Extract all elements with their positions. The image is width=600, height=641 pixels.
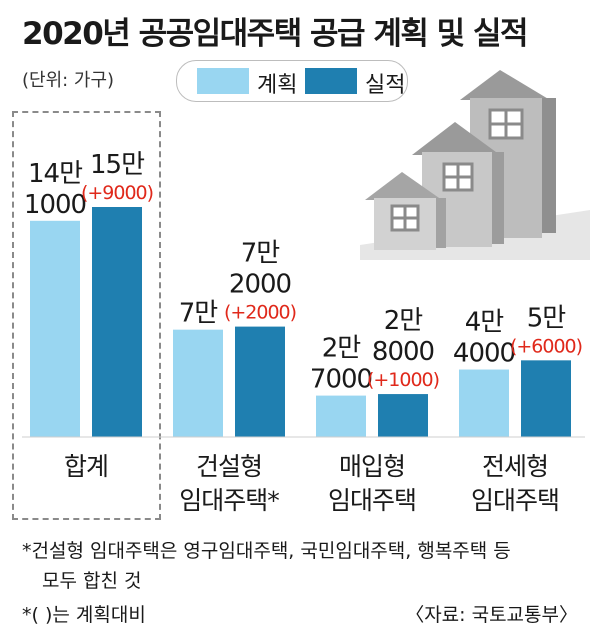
category-label-3-1: 임대주택 [471, 486, 559, 515]
house-front-roof [365, 172, 442, 200]
delta-label-1: (+2000) [224, 302, 296, 324]
bar-plan-2 [316, 395, 366, 437]
legend: 계획 실적 [176, 60, 408, 102]
house-tall-side [542, 98, 556, 233]
bar-actual-2 [378, 394, 428, 437]
plan-label-1-0: 7만 [179, 299, 218, 329]
plan-label-0-0: 14만 [28, 159, 82, 189]
legend-label-plan: 계획 [257, 73, 298, 98]
actual-label-1-0: 7만 [241, 239, 280, 269]
chart-title: 2020년 공공임대주택 공급 계획 및 실적 [22, 16, 529, 52]
house-mid-side [492, 152, 504, 244]
delta-label-3: (+6000) [510, 335, 582, 357]
source-label: 〈자료: 국토교통부〉 [405, 604, 578, 626]
bar-plan-1 [173, 329, 223, 437]
legend-label-actual: 실적 [365, 73, 406, 98]
category-label-1-1: 임대주택* [179, 486, 279, 515]
legend-swatch-plan [197, 68, 249, 94]
category-label-2-0: 매입형 [339, 452, 405, 481]
house-front-side [436, 198, 446, 248]
bar-plan-0 [30, 220, 80, 437]
plan-label-2-1: 7000 [310, 365, 372, 395]
actual-label-2-1: 8000 [372, 337, 434, 367]
houses-illustration [360, 70, 590, 260]
actual-label-1-1: 2000 [229, 270, 291, 300]
unit-label: (단위: 가구) [22, 70, 115, 91]
delta-label-2: (+1000) [367, 369, 439, 391]
bar-plan-3 [459, 369, 509, 437]
plan-label-3-0: 4만 [465, 308, 504, 338]
house-tall-roof [460, 70, 550, 100]
house-mid-roof [412, 122, 500, 155]
category-label-1-0: 건설형 [196, 452, 262, 481]
plan-label-3-1: 4000 [453, 339, 515, 369]
footnote-delta: *( )는 계획대비 [22, 604, 146, 626]
bar-actual-0 [92, 207, 142, 437]
category-label-0-0: 합계 [64, 452, 108, 481]
delta-label-0: (+9000) [81, 182, 153, 204]
total-highlight-frame [12, 111, 161, 520]
footnote-construction: *건설형 임대주택은 영구임대주택, 국민임대주택, 행복주택 등 [22, 540, 511, 562]
plan-label-2-0: 2만 [322, 334, 361, 364]
legend-swatch-actual [305, 68, 357, 94]
plan-label-0-1: 1000 [24, 190, 86, 220]
actual-label-2-0: 2만 [384, 306, 423, 336]
footnote-construction-cont: 모두 합친 것 [42, 570, 142, 592]
category-label-3-0: 전세형 [482, 452, 548, 481]
bar-actual-1 [235, 326, 285, 437]
bar-actual-3 [521, 360, 571, 437]
actual-label-0-0: 15만 [90, 150, 144, 180]
category-label-2-1: 임대주택 [328, 486, 416, 515]
actual-label-3-0: 5만 [527, 303, 566, 333]
